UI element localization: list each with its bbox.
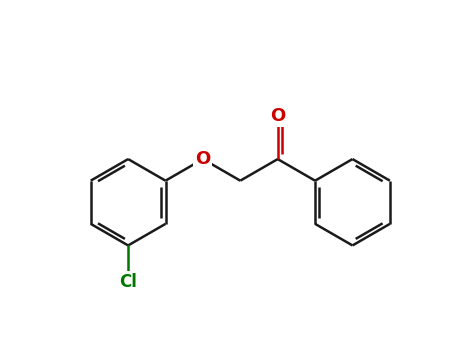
Text: O: O — [195, 150, 211, 168]
Text: Cl: Cl — [119, 273, 137, 291]
Text: O: O — [270, 107, 285, 125]
